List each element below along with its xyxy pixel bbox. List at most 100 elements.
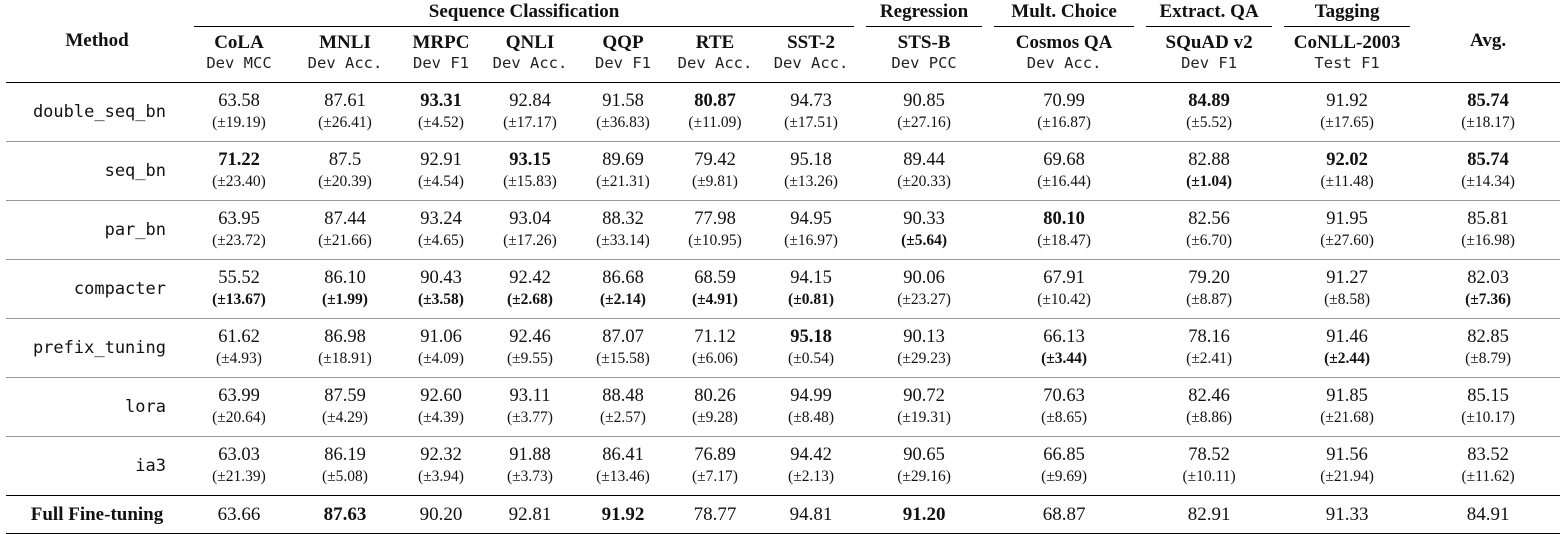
- full-finetuning-row: Full Fine-tuning 63.66 87.63 90.20 92.81 91.9…: [6, 495, 1561, 534]
- score-stddev: (±20.33): [897, 173, 951, 190]
- score-stddev: (±36.83): [596, 114, 650, 131]
- result-cell: 87.59 (±4.29): [290, 377, 400, 437]
- result-cell: 82.46 (±8.86): [1140, 377, 1279, 437]
- score-value: 79.20: [1188, 268, 1230, 288]
- group-header: Sequence Classification: [188, 0, 860, 27]
- metric-header: Dev F1: [578, 54, 668, 83]
- task-name-header: Cosmos QA: [1015, 32, 1113, 53]
- result-cell: 66.85 (±9.69): [988, 436, 1141, 496]
- score-value: 80.87: [694, 91, 736, 111]
- table-row: par_bn 63.95 (±23.72) 87.44 (±21.66) 93.24 (±4…: [6, 200, 1561, 260]
- score-value: 93.11: [509, 386, 551, 406]
- group-header: Regression: [860, 0, 988, 27]
- score-value: 79.42: [694, 150, 736, 170]
- result-cell: 93.31 (±4.52): [400, 83, 482, 142]
- score-stddev: (±3.44): [1041, 350, 1088, 367]
- result-cell: 90.43 (±3.58): [400, 259, 482, 319]
- result-cell: 91.27 (±8.58): [1278, 259, 1417, 319]
- score-stddev: (±4.65): [418, 232, 464, 249]
- table-row: ia3 63.03 (±21.39) 86.19 (±5.08) 92.32 (±3.94)…: [6, 436, 1561, 496]
- result-cell: 63.58 (±19.19): [188, 83, 290, 142]
- score-value: 86.98: [324, 327, 366, 347]
- table-row: double_seq_bn 63.58 (±19.19) 87.61 (±26.41) 9…: [6, 83, 1560, 142]
- score-value: 88.48: [602, 386, 644, 406]
- score-stddev: (±8.58): [1324, 291, 1371, 308]
- score-value: 87.07: [602, 327, 644, 347]
- result-cell: 93.04 (±17.26): [482, 200, 578, 260]
- score-stddev: (±23.27): [897, 291, 951, 308]
- score-stddev: (±21.68): [1320, 409, 1374, 426]
- score-stddev: (±11.48): [1320, 173, 1374, 190]
- score-stddev: (±4.54): [418, 173, 464, 190]
- score-value: 70.99: [1043, 91, 1085, 111]
- score-stddev: (±20.64): [212, 409, 266, 426]
- score-stddev: (±6.06): [692, 350, 738, 367]
- result-cell: 82.56 (±6.70): [1140, 200, 1279, 260]
- score-value: 91.27: [1326, 268, 1368, 288]
- score-stddev: (±15.83): [503, 173, 557, 190]
- result-cell: 86.68 (±2.14): [578, 259, 668, 319]
- score-stddev: (±33.14): [596, 232, 650, 249]
- score-value: 82.88: [1188, 150, 1230, 170]
- result-cell: 70.63 (±8.65): [988, 377, 1141, 437]
- score-value: 95.18: [790, 327, 832, 347]
- score-value: 93.31: [420, 91, 462, 111]
- score-stddev: (±3.73): [507, 468, 553, 485]
- score-value: 84.89: [1188, 91, 1230, 111]
- metric-header: Dev Acc.: [668, 54, 762, 83]
- result-cell: 83.52 (±11.62): [1416, 436, 1561, 496]
- score-value: 63.58: [218, 91, 260, 111]
- result-cell: 79.42 (±9.81): [668, 141, 762, 201]
- result-cell: 93.24 (±4.65): [400, 200, 482, 260]
- method-name: compacter: [6, 259, 188, 319]
- score-value: 78.16: [1188, 327, 1230, 347]
- result-cell: 90.85 (±27.16): [860, 83, 988, 142]
- score-value: 82.56: [1188, 209, 1230, 229]
- score-value: 80.10: [1043, 209, 1085, 229]
- task-name-header: RTE: [695, 32, 735, 53]
- result-cell: 80.10 (±18.47): [988, 200, 1141, 260]
- score-stddev: (±9.55): [507, 350, 553, 367]
- result-cell: 90.06 (±23.27): [860, 259, 989, 319]
- score-value: 91.92: [1326, 91, 1368, 111]
- result-cell: 71.22 (±23.40): [188, 141, 290, 201]
- result-cell: 92.91 (±4.54): [400, 141, 482, 201]
- score-value: 91.58: [602, 91, 644, 111]
- score-value: 92.60: [420, 386, 462, 406]
- score-stddev: (±11.62): [1461, 468, 1515, 485]
- score-value: 94.95: [790, 209, 832, 229]
- score-stddev: (±8.48): [788, 409, 835, 426]
- result-cell: 94.42 (±2.13): [762, 436, 861, 496]
- metric-header: Test F1: [1278, 54, 1417, 83]
- score-value: 55.52: [218, 268, 260, 288]
- result-cell: 66.13 (±3.44): [988, 318, 1141, 378]
- score-value: 90.72: [903, 386, 945, 406]
- score-value: 71.12: [694, 327, 736, 347]
- score-stddev: (±1.04): [1186, 173, 1233, 190]
- result-cell: 61.62 (±4.93): [188, 318, 290, 378]
- score-value: 70.63: [1043, 386, 1085, 406]
- score-stddev: (±2.68): [507, 291, 553, 308]
- score-value: 91.95: [1326, 209, 1368, 229]
- score-stddev: (±19.19): [212, 114, 266, 131]
- score-value: 90.13: [903, 327, 945, 347]
- score-value: 92.32: [420, 445, 462, 465]
- method-name: prefix_tuning: [6, 318, 188, 378]
- score-value: 91.85: [1326, 386, 1368, 406]
- score-stddev: (±4.93): [216, 350, 262, 367]
- score-stddev: (±1.99): [322, 291, 368, 308]
- result-cell: 95.18 (±0.54): [762, 318, 861, 378]
- header-task-row: CoLA MNLI MRPC QNLI QQP RTE SST-2 STS-B Cosmos Q…: [6, 27, 1560, 54]
- task-name-header: SQuAD v2: [1165, 32, 1253, 53]
- score-value: 92.02: [1326, 150, 1368, 170]
- table-row: seq_bn 71.22 (±23.40) 87.5 (±20.39) 92.91 (±4.…: [6, 141, 1561, 201]
- header-group-row: Method Sequence Classification Regression M…: [6, 0, 1561, 83]
- score-stddev: (±21.31): [596, 173, 650, 190]
- score-value: 77.98: [694, 209, 736, 229]
- score-stddev: (±15.58): [596, 350, 650, 367]
- result-cell: 90.20: [400, 495, 482, 534]
- score-value: 66.13: [1043, 327, 1085, 347]
- score-value: 93.04: [509, 209, 551, 229]
- score-value: 82.03: [1467, 268, 1509, 288]
- result-cell: 63.66: [188, 495, 290, 534]
